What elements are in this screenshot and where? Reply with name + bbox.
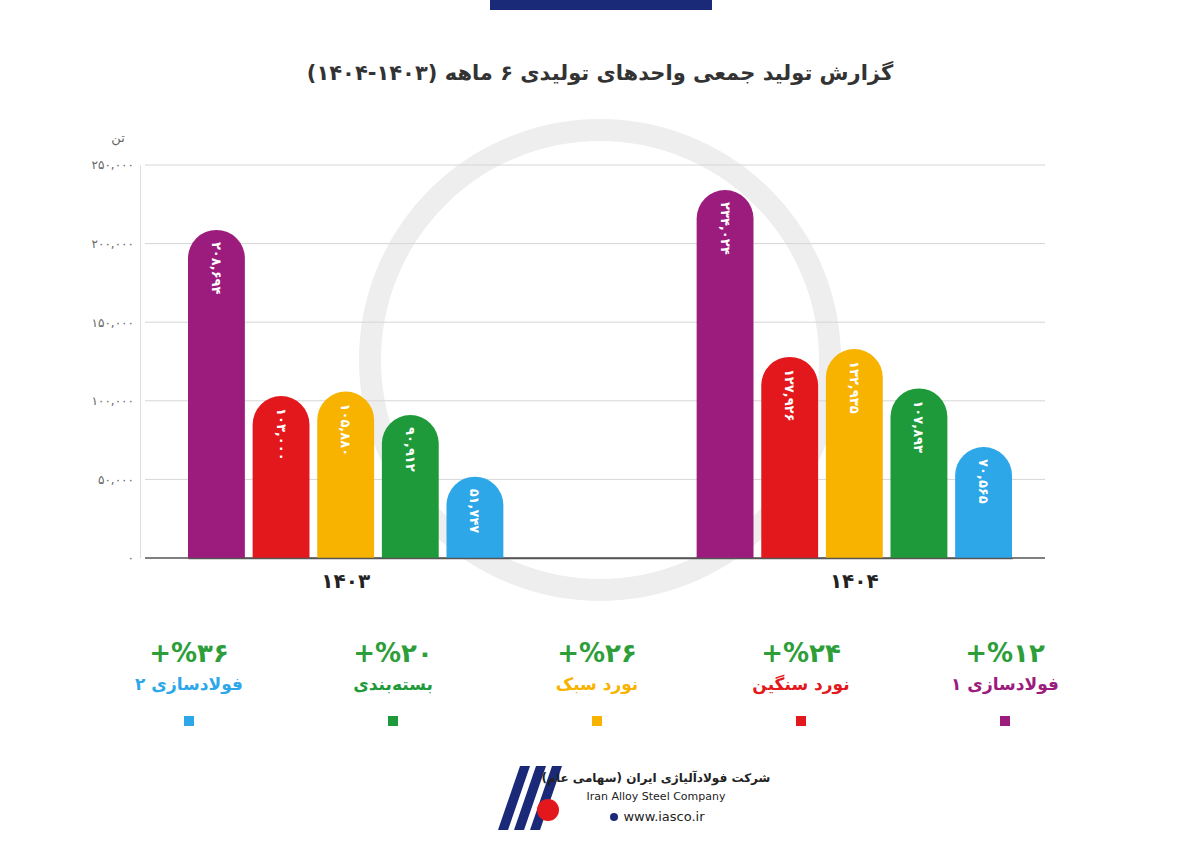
y-tick: ۲۵۰,۰۰۰ [92,158,141,172]
data-label: ۱۰۷,۸۹۳ [911,400,926,453]
data-label: ۱۰۵,۸۸۰ [338,404,353,457]
y-axis: ۰ ۵۰,۰۰۰ ۱۰۰,۰۰۰ ۱۵۰,۰۰۰ ۲۰۰,۰۰۰ ۲۵۰,۰۰۰ [92,158,141,565]
data-label: ۱۲۷,۹۲۶ [782,369,797,422]
y-tick: ۵۰,۰۰۰ [98,473,140,487]
y-axis-title: تن [111,130,125,146]
legend-swatch [184,716,194,726]
x-tick-label: ۱۴۰۳ [321,569,370,593]
y-tick-label: ۰ [128,551,134,565]
grid-line [145,322,1045,323]
bar [826,349,883,558]
legend-swatch [1000,716,1010,726]
legend-item: +%۱۲ فولادسازی ۱ [951,638,1059,726]
x-tick-label: ۱۴۰۴ [830,569,879,593]
change-label: +%۲۴ [761,638,841,668]
footer-company-en: Iran Alloy Steel Company [586,790,726,803]
bar [697,190,754,558]
x-tick: ۱۴۰۳ [321,558,370,593]
data-label: ۷۰,۵۶۵ [976,459,991,504]
x-tick: ۱۴۰۴ [830,558,879,593]
bar [891,388,948,558]
legend-label: فولادسازی ۱ [951,674,1059,695]
y-tick: ۱۰۰,۰۰۰ [92,394,141,408]
bar [188,230,245,558]
data-label: ۵۱,۷۴۷ [467,489,482,534]
legend-swatch [592,716,602,726]
grid [145,165,1045,558]
y-tick: ۲۰۰,۰۰۰ [92,237,141,251]
bars [188,190,1012,558]
decor-ring [370,130,830,590]
footer-company-fa: شرکت فولادآلیاژی ایران (سهامی عام) [542,770,771,786]
data-label: ۲۳۴,۰۲۴ [718,202,733,255]
chart-svg: گزارش تولید جمعی واحدهای تولیدی ۶ ماهه (… [0,0,1200,847]
legend-item: +%۲۴ نورد سنگین [752,638,849,726]
bar [253,396,310,558]
grid-line [145,243,1045,244]
change-label: +%۲۰ [353,638,433,668]
top-bar [490,0,712,10]
legend-swatch [796,716,806,726]
legend-label: بسته‌بندی [353,674,433,694]
legend: +%۱۲ فولادسازی ۱ +%۲۴ نورد سنگین +%۲۶ نورد سب… [135,638,1059,726]
footer-icon [610,813,618,821]
bar [382,415,439,558]
y-axis-line [140,166,141,559]
x-axis-line [189,558,1013,560]
data-label: ۱۳۲,۹۳۵ [847,361,862,414]
data-label: ۲۰۸,۶۹۴ [209,242,224,295]
legend-label: نورد سنگین [752,674,849,695]
change-label: +%۱۲ [965,638,1045,668]
y-tick: ۱۵۰,۰۰۰ [92,316,141,330]
y-tick-label: ۱۵۰,۰۰۰ [92,316,135,330]
x-axis: ۱۴۰۳ ۱۴۰۴ [189,558,1013,593]
logo-circle [537,799,559,821]
data-label: ۱۰۳,۰۰۰ [274,408,289,461]
data-labels: ۲۰۸,۶۹۴ ۲۳۴,۰۲۴ ۱۰۳,۰۰۰ ۱۲۷,۹۲۶ ۱۰۵,۸۸۰ ۱۳۲,۹… [209,202,991,533]
bar [955,447,1012,558]
bar [446,477,503,558]
bar [761,357,818,558]
grid-line [145,165,1045,166]
legend-label: فولادسازی ۲ [135,674,243,695]
legend-item: +%۲۰ بسته‌بندی [353,638,433,726]
footer-website: www.iasco.ir [623,809,705,824]
y-tick-label: ۱۰۰,۰۰۰ [92,394,135,408]
legend-label: نورد سبک [556,674,639,695]
chart-container: گزارش تولید جمعی واحدهای تولیدی ۶ ماهه (… [0,0,1200,847]
y-tick-label: ۵۰,۰۰۰ [98,473,134,487]
chart-title: گزارش تولید جمعی واحدهای تولیدی ۶ ماهه (… [307,60,894,85]
y-tick-label: ۲۰۰,۰۰۰ [92,237,135,251]
y-tick-label: ۲۵۰,۰۰۰ [92,158,135,172]
y-tick: ۰ [128,551,140,565]
change-label: +%۲۶ [557,638,637,668]
legend-item: +%۲۶ نورد سبک [556,638,639,726]
data-label: ۹۰,۹۱۲ [403,427,418,472]
change-label: +%۳۶ [149,638,229,668]
legend-item: +%۳۶ فولادسازی ۲ [135,638,243,726]
legend-swatch [388,716,398,726]
bar [317,392,374,558]
